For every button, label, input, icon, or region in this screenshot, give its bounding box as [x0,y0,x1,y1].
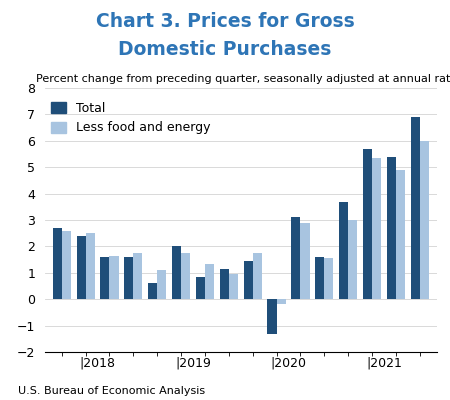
Bar [181,253,190,299]
Bar [301,223,310,299]
Bar [348,220,357,299]
Bar [411,117,420,299]
Bar [220,269,229,299]
Bar [148,283,157,299]
Bar [172,246,181,299]
Bar [396,170,405,299]
Legend: Total, Less food and energy: Total, Less food and energy [51,102,211,134]
Bar [62,230,71,299]
Bar [205,264,214,299]
Bar [86,233,94,299]
Text: Chart 3. Prices for Gross: Chart 3. Prices for Gross [95,12,355,31]
Bar [291,217,301,299]
Bar [229,274,238,299]
Bar [420,141,429,299]
Bar [253,253,262,299]
Text: Domestic Purchases: Domestic Purchases [118,40,332,59]
Bar [196,277,205,299]
Bar [277,299,286,304]
Bar [124,257,133,299]
Bar [109,256,118,299]
Bar [157,270,166,299]
Bar [339,202,348,299]
Bar [372,158,381,299]
Bar [387,157,396,299]
Bar [100,257,109,299]
Bar [133,253,142,299]
Text: Percent change from preceding quarter, seasonally adjusted at annual rates: Percent change from preceding quarter, s… [36,74,450,84]
Bar [76,236,86,299]
Bar [315,257,324,299]
Bar [243,261,253,299]
Bar [267,299,277,334]
Bar [363,149,372,299]
Bar [53,228,62,299]
Bar [324,258,333,299]
Text: U.S. Bureau of Economic Analysis: U.S. Bureau of Economic Analysis [18,386,205,396]
